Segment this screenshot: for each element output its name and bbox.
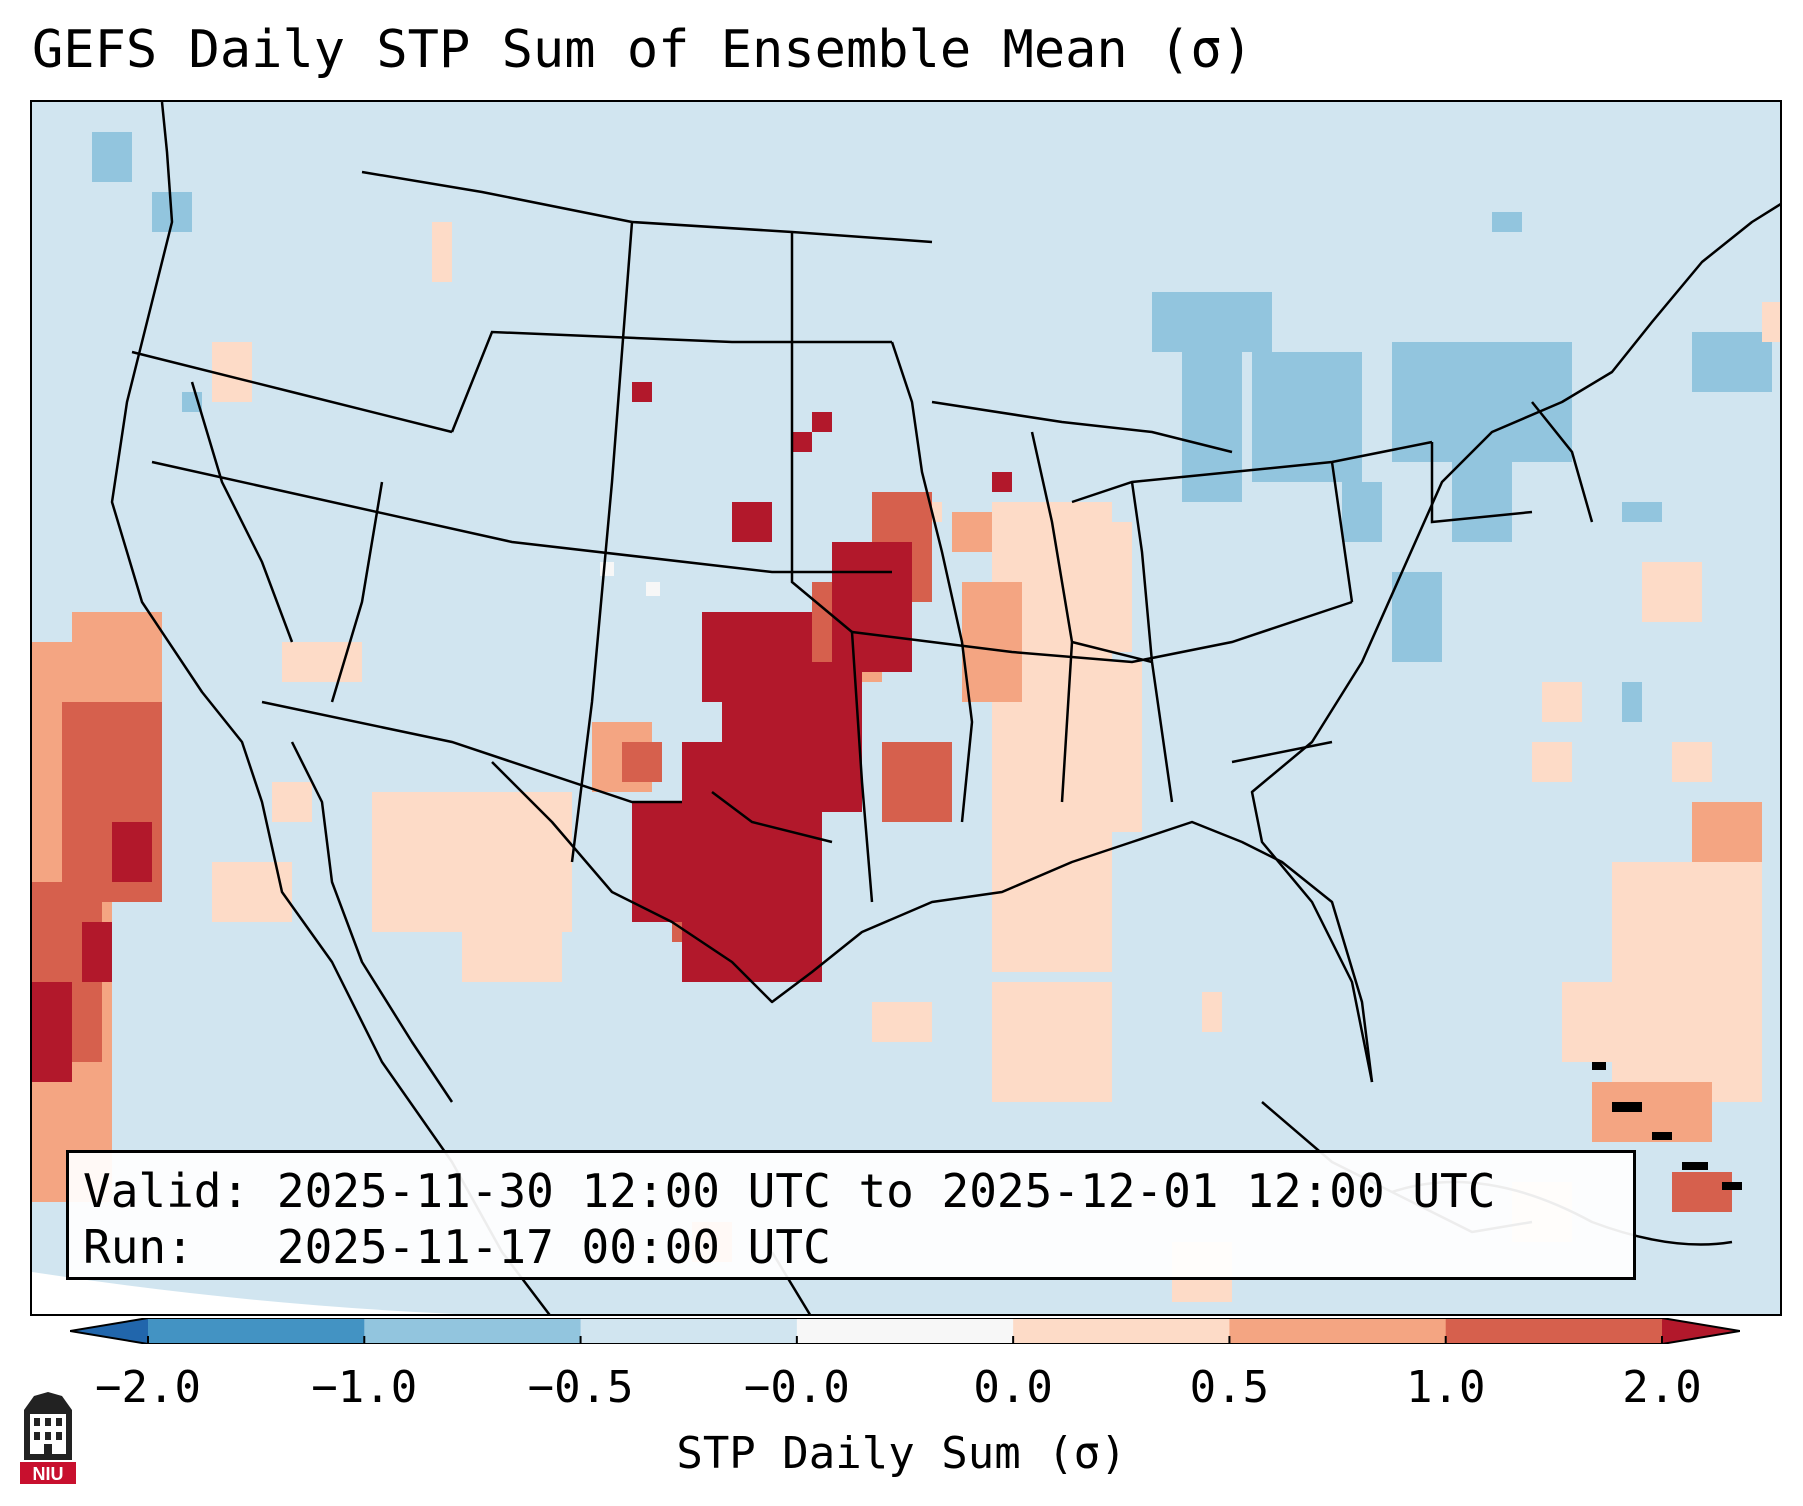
colorbar-bin [1013,1318,1230,1344]
projection-corner [32,1272,456,1314]
colorbar-tick-label: −0.0 [743,1362,850,1413]
colorbar-tick-label: −0.5 [527,1362,634,1413]
colorbar-tick-label: −2.0 [95,1362,201,1413]
islands [1592,1062,1742,1190]
map-canvas [32,102,1780,1314]
colorbar-tick-label: 2.0 [1622,1362,1702,1413]
run-line: Run: 2025-11-17 00:00 UTC [83,1219,1619,1275]
negative-anomaly-cells [92,132,1772,722]
map-panel [30,100,1782,1316]
state-borders [131,170,1594,903]
colorbar-bin [364,1318,582,1344]
colorbar-extend-low [70,1318,148,1344]
logo-text: NIU [33,1464,64,1484]
colorbar-bin [580,1318,798,1344]
colorbar-bin [796,1318,1014,1344]
colorbar-tick-label: −1.0 [311,1362,418,1413]
colorbar-bin [148,1318,365,1344]
colorbar-tick-label: 1.0 [1405,1362,1486,1413]
colorbar-label: STP Daily Sum (σ) [676,1428,1127,1479]
valid-run-info-box: Valid: 2025-11-30 12:00 UTC to 2025-12-0… [66,1150,1636,1280]
niu-logo: NIU [20,1390,76,1490]
valid-value: 2025-11-30 12:00 UTC to 2025-12-01 12:00… [276,1164,1496,1218]
extreme-positive-cells [32,382,1012,1082]
valid-line: Valid: 2025-11-30 12:00 UTC to 2025-12-0… [83,1163,1619,1219]
colorbar [70,1318,1740,1344]
colorbar-bin [1445,1318,1663,1344]
colorbar-bin [1229,1318,1447,1344]
colorbar-extend-high [1662,1318,1740,1344]
run-value: 2025-11-17 00:00 UTC [276,1220,831,1274]
run-label: Run: [83,1220,194,1274]
valid-label: Valid: [83,1164,250,1218]
field-background [32,102,1780,1314]
colorbar-tick-label: 0.0 [973,1362,1053,1413]
map-title: GEFS Daily STP Sum of Ensemble Mean (σ) [32,20,1253,80]
colorbar-tick-label: 0.5 [1189,1362,1270,1413]
niu-logo-icon: NIU [20,1392,76,1484]
